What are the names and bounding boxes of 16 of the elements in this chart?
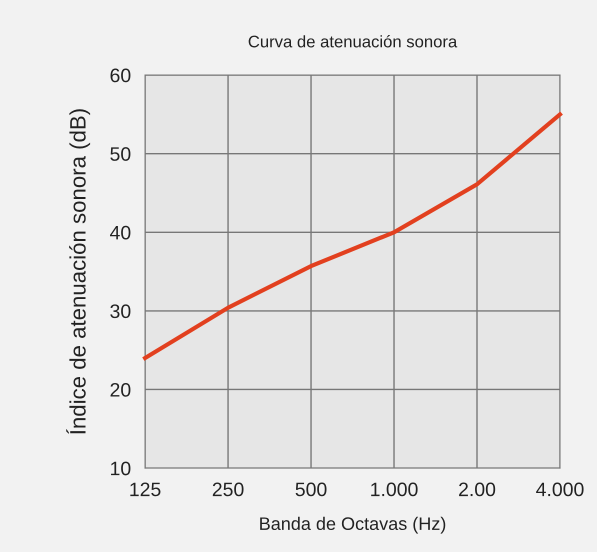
line-series	[142, 112, 562, 360]
chart-title: Curva de atenuación sonora	[248, 35, 458, 48]
y-tick-label: 40	[110, 226, 130, 240]
x-tick-label: 4.000	[536, 482, 584, 496]
y-tick-label: 50	[110, 147, 130, 161]
y-tick-label: 10	[111, 462, 130, 476]
x-tick-label: 2.00	[459, 482, 496, 496]
x-tick-label: 500	[296, 482, 326, 496]
x-tick-label: 125	[130, 482, 160, 496]
x-tick-label: 250	[212, 482, 244, 496]
y-tick-label: 30	[110, 304, 130, 318]
x-tick-label: 1.000	[371, 482, 418, 496]
x-axis-title: Banda de Octavas (Hz)	[260, 516, 446, 534]
y-tick-label: 60	[110, 68, 130, 82]
y-tick-label: 20	[110, 382, 130, 397]
y-axis-title: Índice de atenuación sonora (dB)	[66, 109, 90, 434]
